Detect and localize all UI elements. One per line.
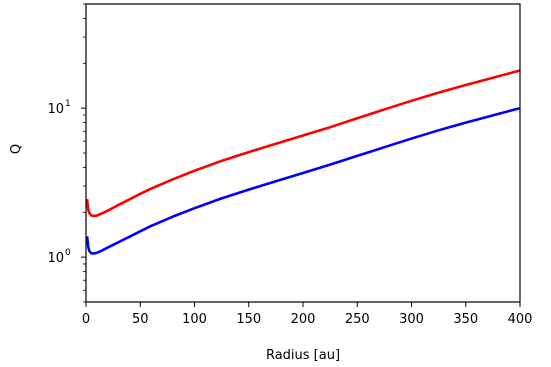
x-axis-label: Radius [au]	[266, 348, 340, 363]
x-axis-ticks: 0 50 100 150 200 250 300 350 400	[82, 302, 533, 327]
series-layer	[85, 69, 521, 255]
y-tick-exponent: 0	[65, 248, 71, 258]
x-tick-label: 250	[345, 312, 370, 327]
x-tick-label: 150	[236, 312, 261, 327]
x-tick-label: 400	[508, 312, 533, 327]
plot-frame	[85, 3, 521, 303]
x-tick-label: 50	[132, 312, 149, 327]
series-line-1	[85, 69, 521, 218]
x-tick-label: 100	[182, 312, 207, 327]
x-tick-label: 350	[453, 312, 478, 327]
x-tick-label: 300	[399, 312, 424, 327]
y-tick-label: 10	[47, 102, 64, 117]
y-tick-exponent: 1	[65, 99, 71, 109]
y-tick-label: 10	[47, 251, 64, 266]
series-line-2	[85, 106, 521, 255]
y-axis-label: Q	[9, 144, 24, 154]
x-tick-label: 0	[82, 312, 90, 327]
x-tick-label: 200	[291, 312, 316, 327]
